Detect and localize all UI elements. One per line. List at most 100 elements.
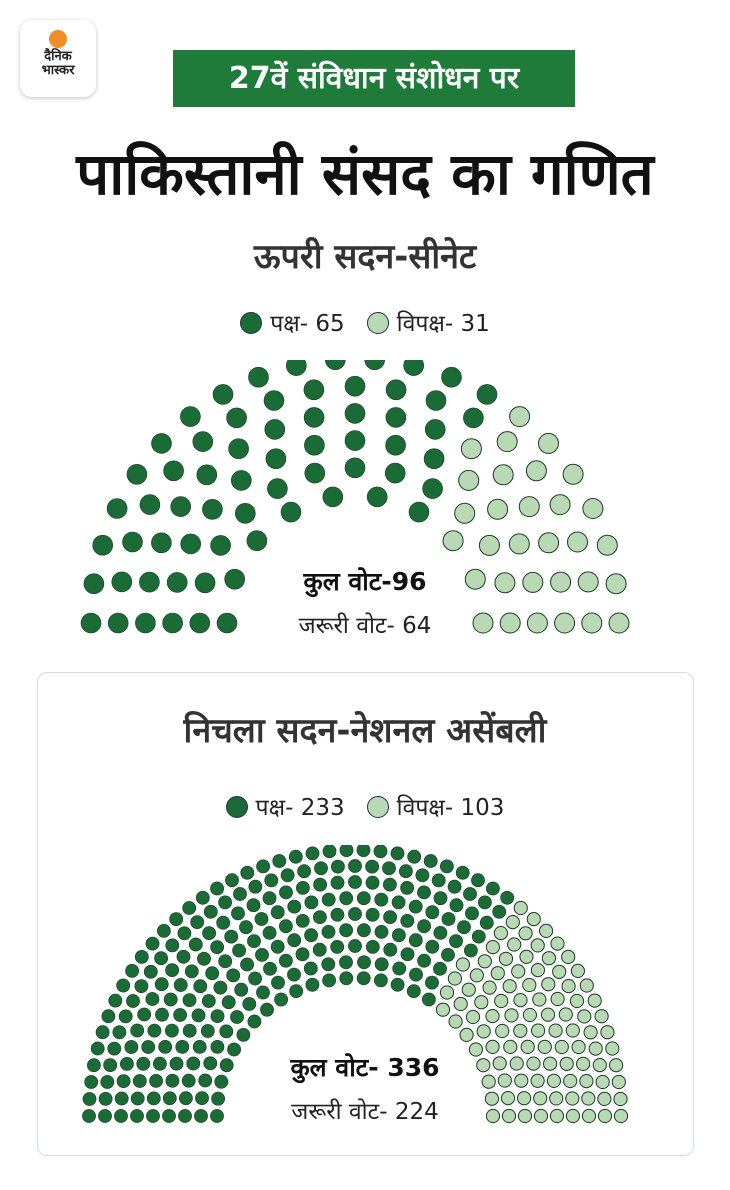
opposition-seat — [596, 534, 618, 556]
ruling-seat — [344, 375, 366, 397]
ruling-seat — [166, 572, 188, 593]
topic-banner: 27वें संविधान संशोधन पर — [173, 50, 575, 107]
ruling-seat — [431, 873, 446, 888]
ruling-seat — [145, 992, 160, 1006]
opposition-seat — [530, 963, 546, 978]
opposition-seat — [474, 995, 489, 1010]
ruling-seat — [471, 929, 486, 944]
opposition-seat — [539, 923, 554, 939]
ruling-seat — [407, 849, 422, 864]
opposition-seat — [582, 498, 604, 519]
opposition-seat — [549, 494, 571, 516]
ruling-seat — [162, 1109, 176, 1123]
ruling-seat — [463, 943, 478, 958]
ruling-seat — [339, 923, 353, 938]
ruling-seat — [385, 379, 407, 401]
opposition-seat — [613, 1108, 629, 1124]
ruling-seat — [246, 898, 261, 913]
ruling-seat — [130, 1109, 144, 1123]
opposition-seat — [487, 498, 509, 520]
ruling-seat — [176, 949, 191, 964]
ruling-seat — [197, 951, 211, 966]
ruling-seat — [116, 978, 131, 993]
ruling-seat — [141, 1040, 156, 1054]
ruling-seat — [169, 1056, 184, 1071]
ruling-seat — [500, 890, 515, 905]
ruling-seat — [417, 885, 431, 900]
ruling-seat — [169, 912, 184, 926]
ruling-seat — [165, 1073, 180, 1088]
ruling-seat — [189, 612, 211, 634]
ruling-seat — [463, 887, 477, 901]
ruling-seat — [203, 904, 218, 919]
opposition-seat — [518, 926, 533, 941]
ruling-seat — [365, 875, 380, 890]
ruling-seat — [236, 1027, 251, 1042]
ruling-seat — [226, 407, 247, 429]
ruling-seat — [224, 568, 245, 590]
opposition-seat — [541, 951, 557, 966]
ruling-seat — [195, 890, 210, 905]
ruling-seat — [330, 907, 345, 922]
ruling-seat — [479, 915, 494, 930]
ruling-seat — [280, 501, 302, 523]
opposition-seat — [504, 1008, 519, 1023]
ruling-seat — [398, 864, 413, 879]
ruling-seat — [154, 977, 169, 992]
ruling-seat — [146, 1109, 160, 1123]
ruling-seat — [322, 973, 336, 988]
opposition-seat — [507, 937, 522, 952]
ruling-seat — [373, 845, 388, 859]
opposition-seat — [522, 1007, 538, 1023]
ruling-seat — [228, 438, 249, 459]
ruling-seat — [287, 933, 302, 948]
opposition-seat — [520, 1039, 535, 1054]
opposition-seat — [464, 568, 486, 590]
ruling-seat — [263, 961, 277, 976]
opposition-seat — [526, 612, 548, 634]
page-title: पाकिस्तानी संसद का गणित — [76, 140, 654, 208]
assembly-seat-chart — [82, 845, 629, 1124]
opposition-seat — [490, 966, 505, 981]
ruling-seat — [182, 1023, 197, 1038]
ruling-seat — [425, 390, 447, 411]
ruling-seat — [247, 934, 261, 948]
ruling-seat — [357, 955, 371, 970]
ruling-seat — [422, 478, 443, 499]
senate-legend-opposition: विपक्ष- 31 — [396, 311, 490, 337]
opposition-seat — [485, 1009, 500, 1024]
ruling-seat — [126, 994, 140, 1008]
ruling-seat — [288, 849, 303, 864]
ruling-seat — [191, 1008, 206, 1023]
ruling-seat — [364, 360, 385, 370]
ruling-seat — [137, 1007, 152, 1022]
ruling-seat — [149, 1073, 163, 1088]
ruling-seat — [106, 498, 128, 519]
senate-seat-chart — [80, 360, 630, 634]
ruling-seat — [103, 1058, 118, 1072]
ruling-seat — [162, 1091, 177, 1106]
opposition-seat — [465, 1009, 481, 1025]
ruling-seat — [101, 1009, 116, 1024]
ruling-seat — [313, 877, 327, 892]
ruling-seat — [382, 861, 396, 876]
ruling-seat — [82, 1109, 96, 1123]
ruling-seat — [425, 905, 440, 920]
ruling-seat — [118, 1009, 133, 1024]
ruling-seat — [383, 942, 398, 957]
ruling-seat — [392, 961, 407, 976]
ruling-seat — [173, 1008, 187, 1022]
ruling-seat — [304, 928, 318, 943]
ruling-seat — [165, 963, 179, 977]
opposition-seat — [540, 1007, 556, 1022]
ruling-seat — [303, 961, 318, 976]
ruling-seat — [356, 923, 371, 938]
ruling-seat — [210, 940, 224, 954]
ruling-seat — [221, 995, 236, 1010]
opposition-seat — [581, 612, 603, 634]
ruling-seat — [234, 982, 249, 997]
opposition-seat — [530, 1073, 545, 1088]
ruling-seat — [295, 881, 310, 895]
ruling-seat — [248, 366, 269, 388]
ruling-seat — [139, 494, 161, 515]
